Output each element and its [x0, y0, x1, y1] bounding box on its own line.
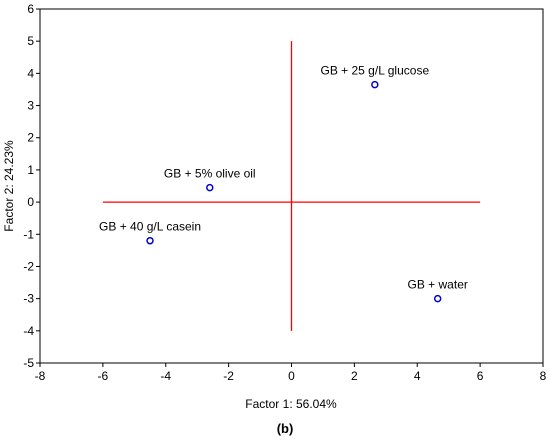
y-tick-label: 6 — [27, 2, 34, 16]
y-tick-label: 5 — [27, 34, 34, 48]
data-point-label: GB + 25 g/L glucose — [320, 64, 429, 78]
x-tick-label: -2 — [223, 369, 234, 383]
x-tick-label: -4 — [160, 369, 171, 383]
x-axis-ticks: -8 -6 -4 -2 0 2 4 6 8 — [35, 363, 547, 383]
y-tick-label: -3 — [23, 292, 34, 306]
reference-lines — [102, 41, 481, 331]
data-point-label: GB + 40 g/L casein — [99, 220, 201, 234]
data-point-label: GB + 5% olive oil — [164, 167, 256, 181]
y-tick-label: 0 — [27, 195, 34, 209]
data-point-label: GB + water — [408, 278, 468, 292]
data-points: GB + 25 g/L glucose GB + 5% olive oil GB +… — [99, 64, 468, 303]
y-tick-label: 1 — [27, 163, 34, 177]
x-tick-label: -8 — [35, 369, 46, 383]
y-tick-label: -1 — [23, 227, 34, 241]
y-tick-label: -5 — [23, 356, 34, 370]
panel-label: (b) — [277, 421, 294, 436]
x-tick-label: -6 — [98, 369, 109, 383]
x-tick-label: 2 — [351, 369, 358, 383]
y-tick-label: 4 — [27, 66, 34, 80]
data-point — [146, 236, 154, 245]
y-axis-title: Factor 2: 24.23% — [2, 140, 16, 232]
x-tick-label: 4 — [414, 369, 421, 383]
data-point — [206, 183, 214, 192]
y-tick-label: -2 — [23, 259, 34, 273]
x-tick-label: 0 — [288, 369, 295, 383]
x-tick-label: 8 — [540, 369, 547, 383]
y-axis-ticks: -5 -4 -3 -2 -1 0 1 2 3 4 5 6 — [23, 2, 40, 370]
data-point — [371, 80, 379, 89]
y-tick-label: -4 — [23, 324, 34, 338]
y-tick-label: 3 — [27, 99, 34, 113]
y-tick-label: 2 — [27, 131, 34, 145]
data-point — [433, 294, 442, 303]
x-axis-title: Factor 1: 56.04% — [245, 397, 337, 411]
x-tick-label: 6 — [477, 369, 484, 383]
